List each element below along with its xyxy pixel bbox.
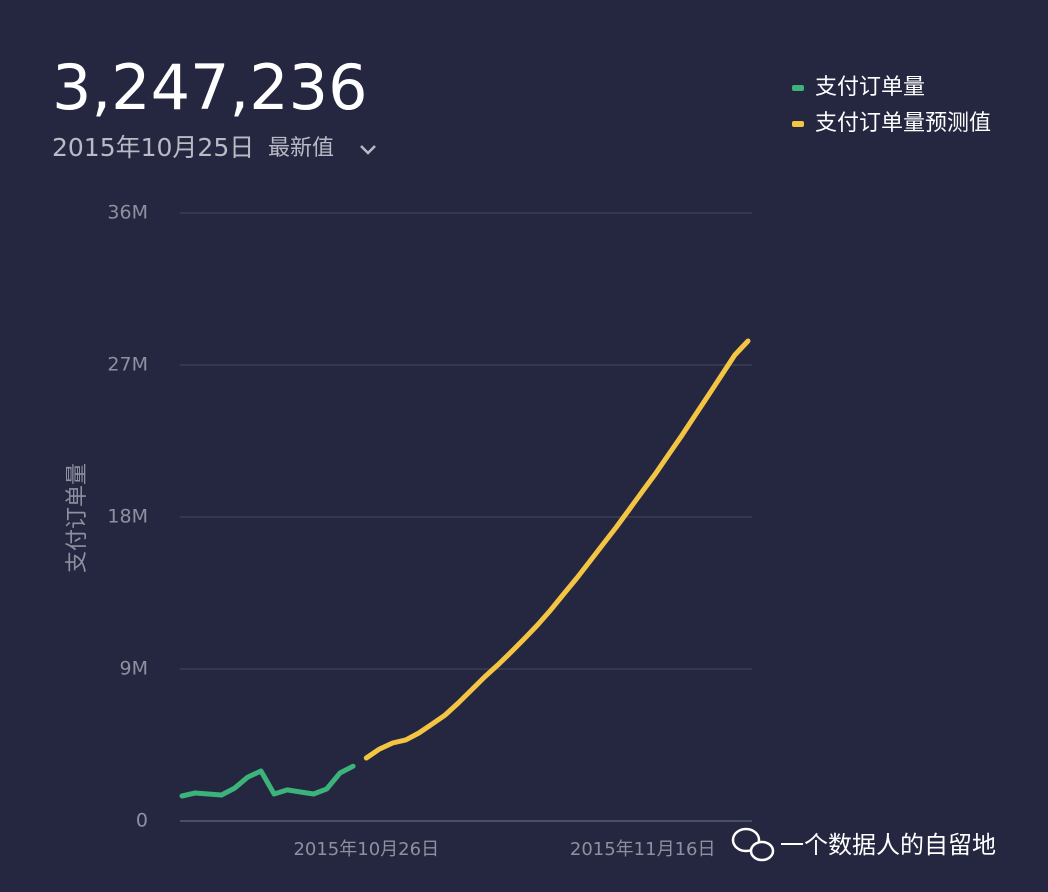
y-tick-label: 18M [107,506,148,528]
headline-date: 2015年10月25日 [52,133,254,162]
wechat-icon [731,827,775,862]
legend-label: 支付订单量 [815,75,925,100]
y-tick-label: 0 [136,810,148,832]
x-tick-label: 2015年10月26日 [293,839,439,860]
x-tick-label: 2015年11月16日 [570,839,716,860]
y-tick-label: 36M [107,202,148,224]
line-series [363,338,751,761]
headline-value: 3,247,236 [52,51,368,124]
legend-swatch [792,121,804,127]
value-selector[interactable]: 最新值 [268,136,334,161]
y-tick-label: 9M [120,658,148,680]
line-series [179,763,356,799]
dropdown-arrow[interactable] [360,145,376,155]
watermark: 一个数据人的自留地 [780,831,996,859]
legend-label: 支付订单量预测值 [815,111,991,136]
y-tick-label: 27M [107,354,148,376]
legend-swatch [792,85,804,91]
y-axis-label: 支付订单量 [65,463,90,573]
